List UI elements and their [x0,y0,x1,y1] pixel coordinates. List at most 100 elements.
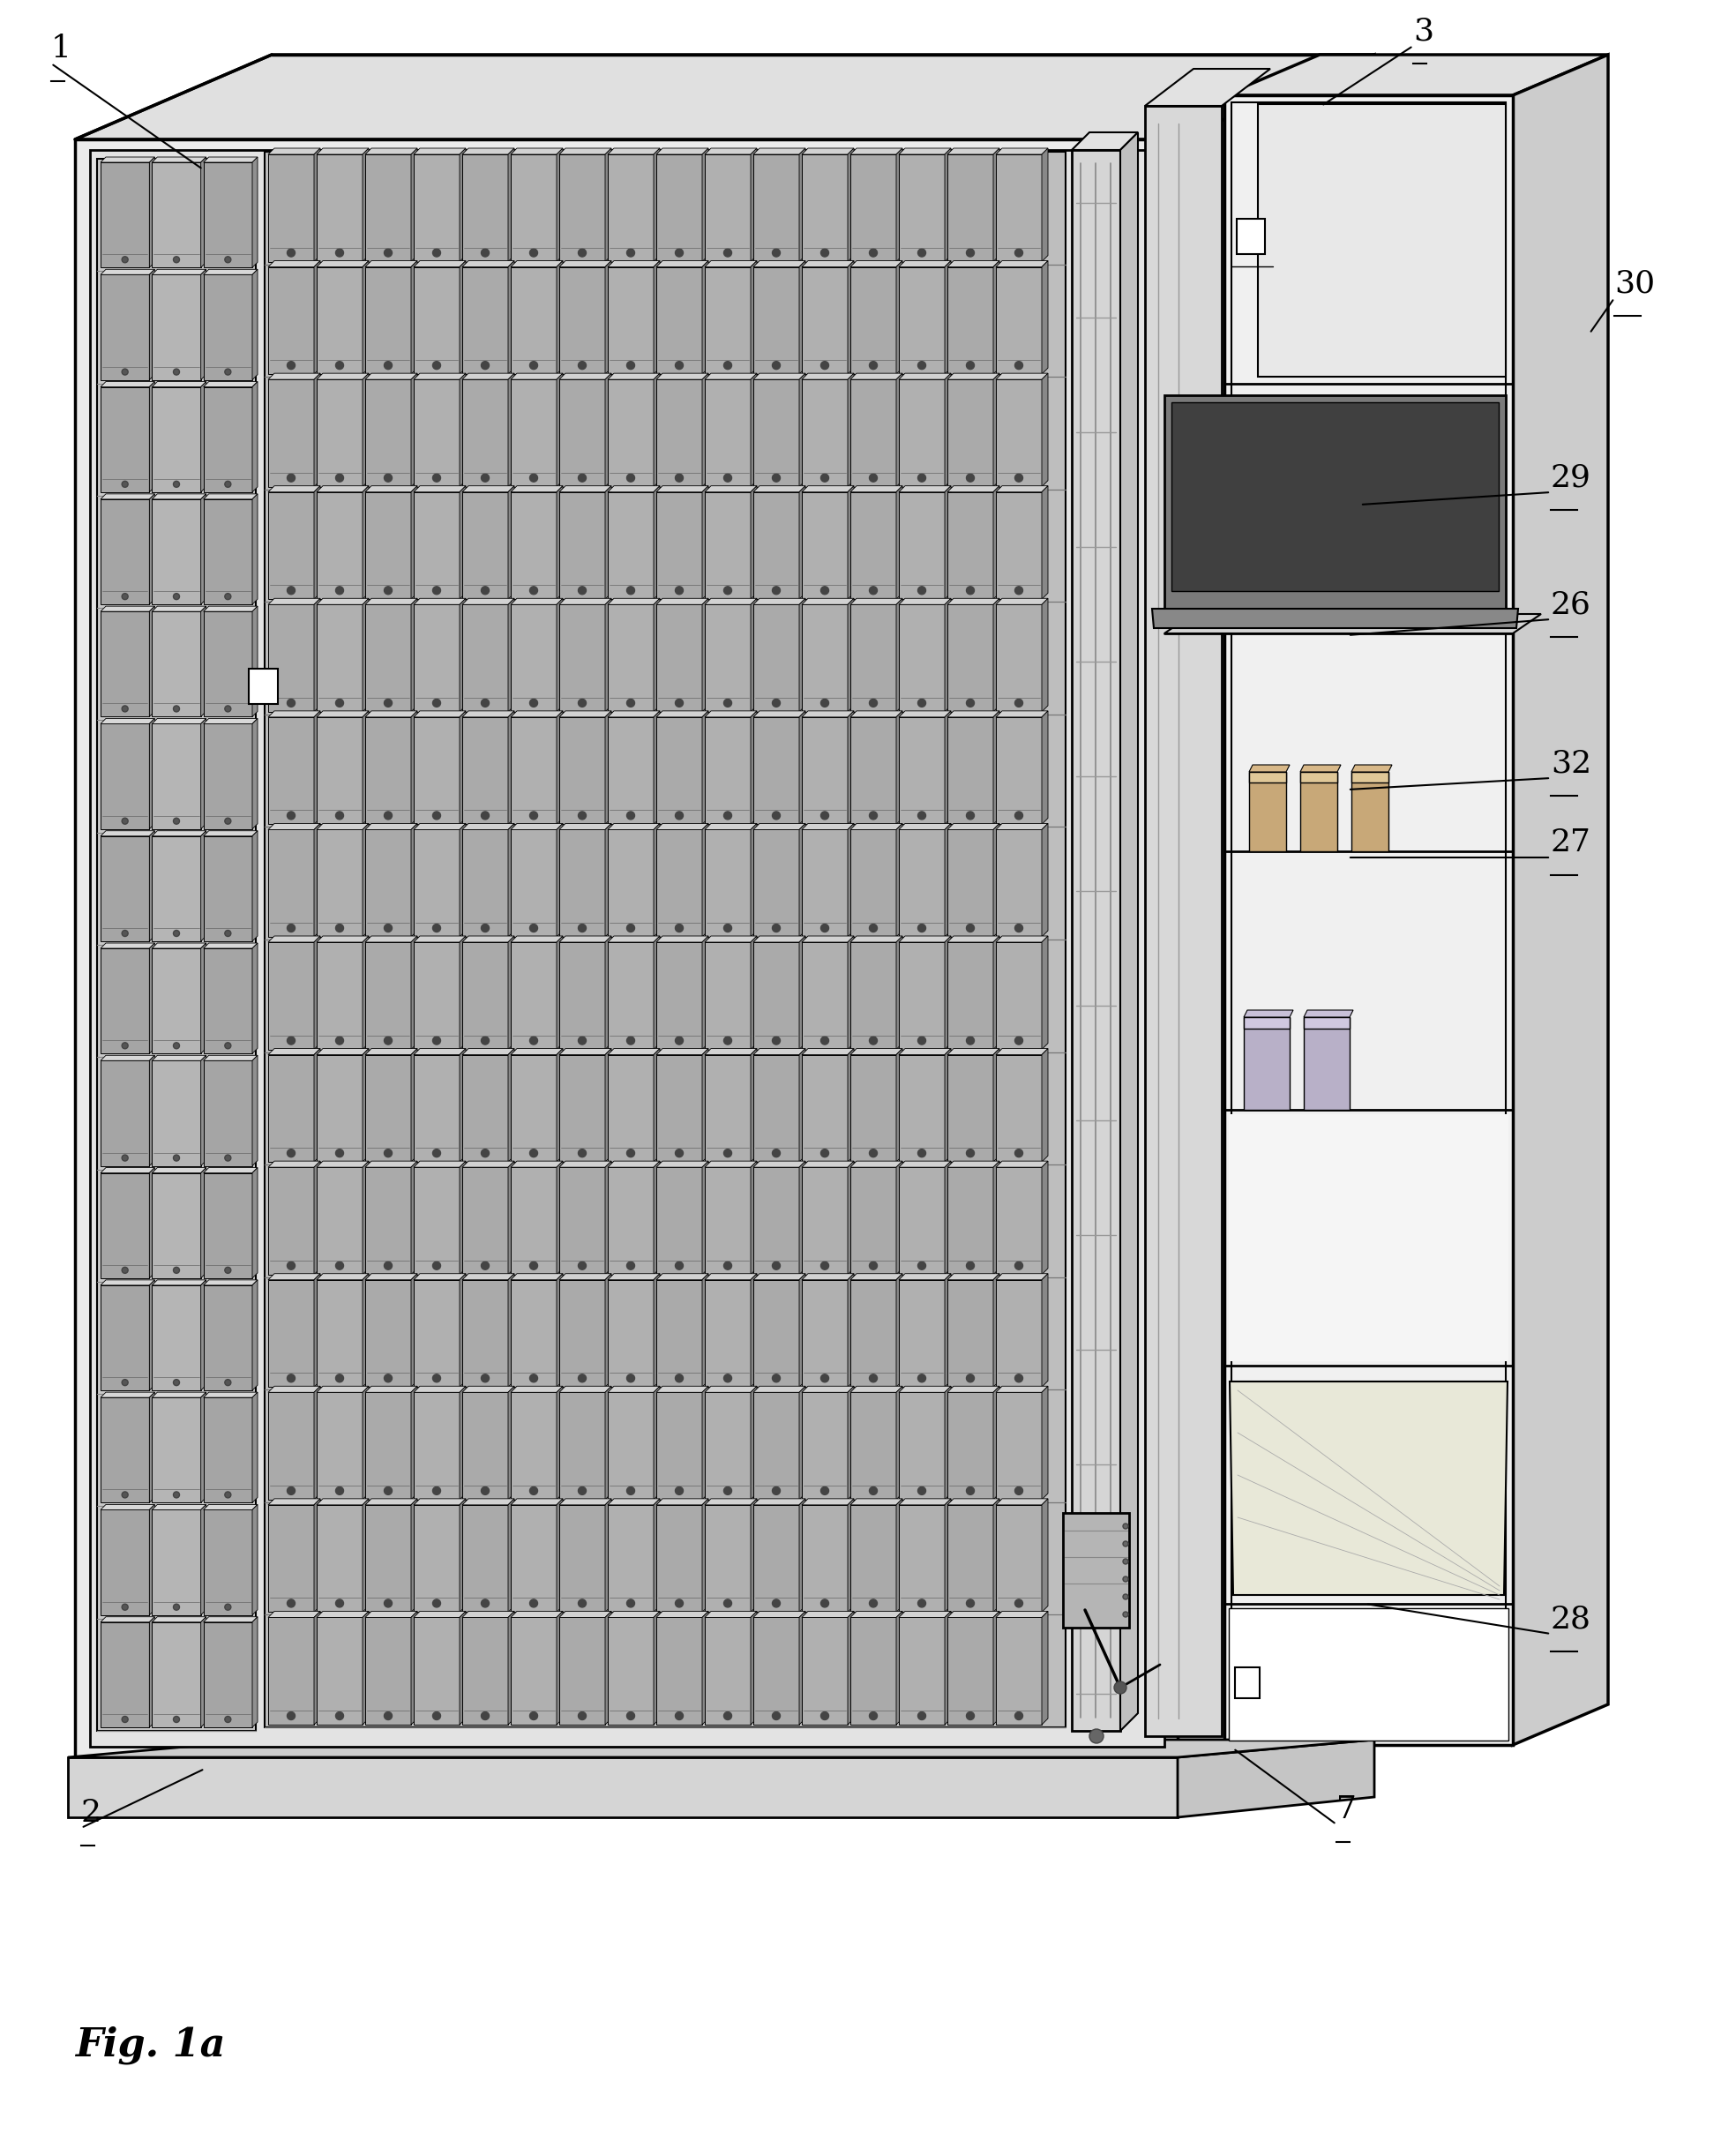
Polygon shape [316,1387,368,1391]
Polygon shape [203,1391,257,1398]
Polygon shape [656,604,701,713]
Circle shape [286,1037,295,1044]
Polygon shape [316,147,368,154]
Polygon shape [1250,773,1286,783]
Polygon shape [705,147,757,154]
Circle shape [967,1487,974,1494]
Circle shape [675,1261,684,1270]
Polygon shape [996,937,1049,943]
Circle shape [174,817,179,824]
Polygon shape [510,711,562,717]
Polygon shape [90,149,1165,1748]
Polygon shape [101,837,149,941]
Polygon shape [252,606,257,717]
Polygon shape [656,1167,701,1274]
Polygon shape [847,1274,854,1387]
Polygon shape [1042,1048,1049,1161]
Polygon shape [656,1280,701,1387]
Polygon shape [252,269,257,380]
Polygon shape [608,1274,660,1280]
Polygon shape [1229,1609,1509,1741]
Polygon shape [944,373,951,487]
Polygon shape [413,1161,465,1167]
Polygon shape [411,824,417,937]
Polygon shape [509,487,514,600]
Polygon shape [705,717,750,824]
Circle shape [675,474,684,482]
Polygon shape [1042,373,1049,487]
Polygon shape [799,1274,806,1387]
Polygon shape [1042,1274,1049,1387]
Polygon shape [705,1167,750,1274]
Circle shape [870,924,877,933]
Polygon shape [802,943,847,1050]
Circle shape [918,1711,925,1720]
Polygon shape [203,723,252,828]
Polygon shape [559,1167,606,1274]
Circle shape [821,1374,828,1383]
Polygon shape [316,380,363,487]
Polygon shape [654,487,660,600]
Circle shape [122,480,128,487]
Polygon shape [948,487,1000,493]
Polygon shape [314,1274,319,1387]
Polygon shape [847,711,854,824]
Circle shape [122,369,128,376]
Circle shape [578,1598,587,1607]
Polygon shape [750,598,757,713]
Circle shape [174,593,179,600]
Polygon shape [1071,132,1137,149]
Polygon shape [252,1504,257,1615]
Polygon shape [316,1391,363,1500]
Polygon shape [363,824,368,937]
Polygon shape [948,1611,1000,1618]
Polygon shape [462,380,509,487]
Circle shape [335,1261,344,1270]
Polygon shape [996,830,1042,937]
Polygon shape [101,947,149,1054]
Polygon shape [201,493,207,604]
Circle shape [870,1261,877,1270]
Circle shape [1016,700,1023,706]
Polygon shape [411,147,417,262]
Polygon shape [203,158,257,162]
Polygon shape [510,260,562,267]
Polygon shape [316,604,363,713]
Circle shape [918,1261,925,1270]
Circle shape [1123,1558,1128,1564]
Polygon shape [705,1611,757,1618]
Polygon shape [799,147,806,262]
Polygon shape [993,1498,1000,1611]
Polygon shape [363,937,368,1050]
Circle shape [286,587,295,595]
Polygon shape [363,1161,368,1274]
Circle shape [578,811,587,819]
Polygon shape [267,1054,314,1161]
Circle shape [627,474,635,482]
Polygon shape [203,830,257,837]
Polygon shape [899,1387,951,1391]
Polygon shape [948,380,993,487]
Polygon shape [510,1391,557,1500]
Polygon shape [267,1618,314,1724]
Circle shape [870,1150,877,1157]
Circle shape [870,474,877,482]
Polygon shape [701,1274,708,1387]
Circle shape [432,1487,441,1494]
Polygon shape [68,1756,1177,1818]
Polygon shape [252,1167,257,1278]
Polygon shape [753,830,799,937]
Polygon shape [153,943,207,947]
Polygon shape [153,1280,207,1285]
Polygon shape [510,1167,557,1274]
Polygon shape [851,1498,903,1504]
Polygon shape [411,711,417,824]
Polygon shape [559,1504,606,1611]
Polygon shape [993,1274,1000,1387]
Circle shape [481,1037,490,1044]
Polygon shape [201,382,207,493]
Polygon shape [559,260,611,267]
Circle shape [224,480,231,487]
Polygon shape [413,943,460,1050]
Polygon shape [153,269,207,275]
